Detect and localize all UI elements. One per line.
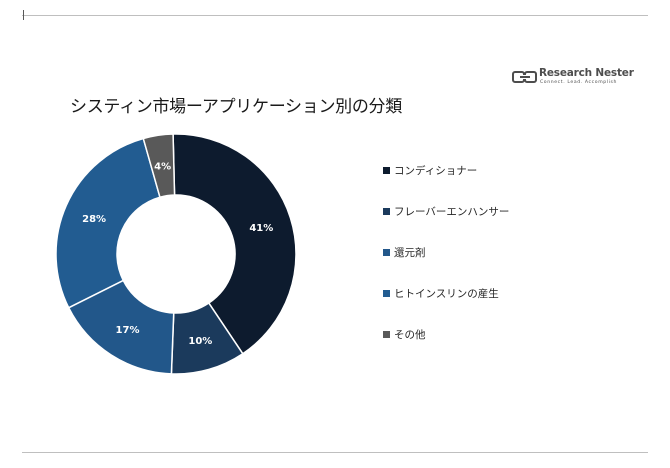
donut-slice-1 <box>172 133 297 355</box>
legend-item-5: その他 <box>383 326 426 342</box>
legend-swatch <box>383 166 390 174</box>
legend-item-3: 還元剤 <box>383 244 426 260</box>
data-label-1: 41% <box>249 223 273 234</box>
legend-item-2: フレーバーエンハンサー <box>383 203 509 219</box>
logo-icon <box>512 71 537 83</box>
data-label-5: 4% <box>154 162 171 173</box>
legend-swatch <box>383 289 390 297</box>
data-label-4: 28% <box>82 214 106 225</box>
donut-slice-3 <box>67 279 175 375</box>
legend-label: その他 <box>394 328 426 341</box>
legend-label: コンディショナー <box>394 164 478 177</box>
top-tick-mark <box>23 10 24 20</box>
legend-swatch <box>383 330 390 338</box>
data-label-2: 10% <box>188 336 212 347</box>
logo-name: Research Nester <box>539 67 634 79</box>
donut-slice-5 <box>142 133 176 199</box>
legend-item-4: ヒトインスリンの産生 <box>383 285 499 301</box>
bottom-divider <box>22 452 648 453</box>
top-divider <box>22 15 648 16</box>
legend-swatch <box>383 207 390 215</box>
legend-label: フレーバーエンハンサー <box>394 205 510 218</box>
legend-label: 還元剤 <box>394 246 426 259</box>
chart-title: システィン市場ーアプリケーション別の分類 <box>70 97 402 117</box>
legend-swatch <box>383 248 390 256</box>
data-label-3: 17% <box>116 325 140 336</box>
logo-tagline: Connect. Lead. Accomplish <box>540 80 618 85</box>
legend-label: ヒトインスリンの産生 <box>394 287 499 300</box>
legend-item-1: コンディショナー <box>383 162 477 178</box>
research-nester-logo: Research Nester Connect. Lead. Accomplis… <box>512 67 634 89</box>
donut-slice-4 <box>55 137 161 309</box>
